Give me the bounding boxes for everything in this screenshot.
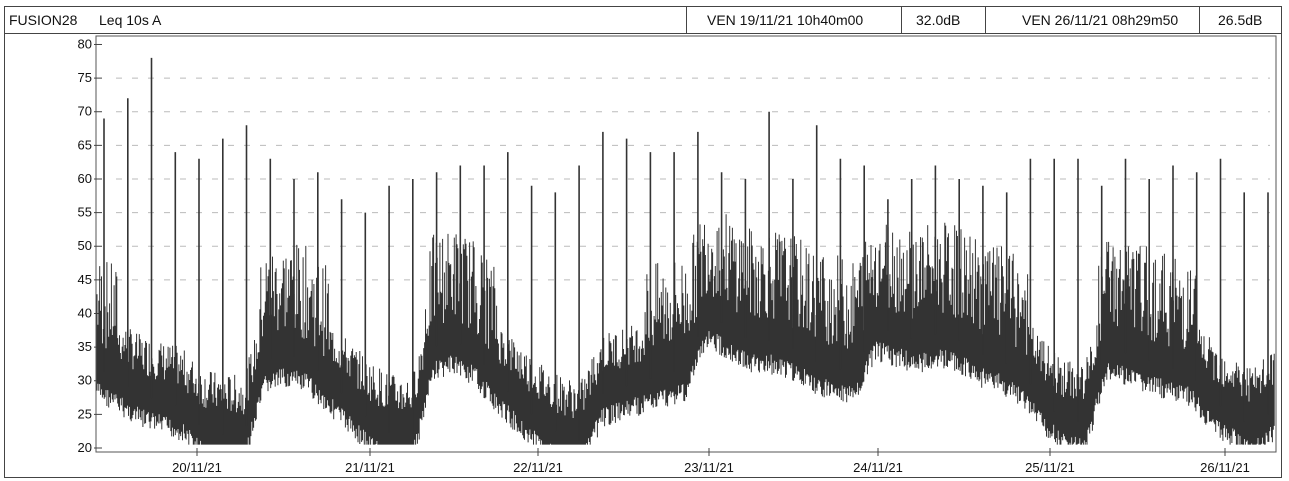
start-value: 32.0dB	[901, 7, 985, 33]
start-datetime: VEN 19/11/21 10h40m00	[686, 7, 901, 33]
measure-label: Leq 10s A	[99, 12, 162, 28]
y-axis: 80 75 70 65 60 55 50 45 40 35 30 25 20	[78, 36, 102, 455]
series-trace	[96, 214, 1275, 445]
y-tick-label: 60	[78, 171, 92, 186]
y-tick-label: 70	[78, 104, 92, 119]
y-tick-label: 35	[78, 339, 92, 354]
y-tick-label: 55	[78, 205, 92, 220]
y-tick-label: 30	[78, 373, 92, 388]
x-tick-label: 22/11/21	[513, 460, 563, 475]
y-tick-label: 80	[78, 36, 92, 51]
x-tick-label: 20/11/21	[172, 460, 222, 475]
y-tick-label: 75	[78, 70, 92, 85]
x-tick-label: 25/11/21	[1025, 460, 1075, 475]
end-value: 26.5dB	[1199, 7, 1281, 33]
x-tick-label: 24/11/21	[853, 460, 903, 475]
header-bar: FUSION28 Leq 10s A VEN 19/11/21 10h40m00…	[4, 6, 1282, 34]
y-tick-label: 50	[78, 238, 92, 253]
y-tick-label: 65	[78, 137, 92, 152]
y-tick-label: 45	[78, 272, 92, 287]
plot-area	[95, 35, 1277, 453]
x-axis: 20/11/21 21/11/21 22/11/21 23/11/21 24/11/21…	[172, 448, 1250, 475]
y-tick-label: 25	[78, 406, 92, 421]
x-tick-label: 23/11/21	[684, 460, 734, 475]
y-tick-label: 20	[78, 440, 92, 455]
x-tick-label: 21/11/21	[345, 460, 395, 475]
y-tick-label: 40	[78, 305, 92, 320]
end-datetime: VEN 26/11/21 08h29m50	[985, 7, 1199, 33]
instrument-label: FUSION28	[9, 12, 78, 28]
plot-series	[96, 57, 1275, 445]
x-tick-label: 26/11/21	[1200, 460, 1250, 475]
